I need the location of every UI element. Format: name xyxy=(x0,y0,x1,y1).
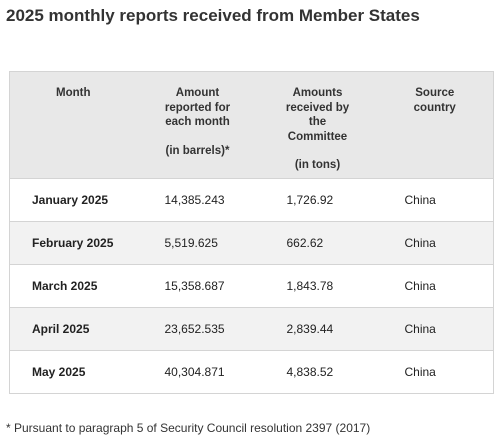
footnote: * Pursuant to paragraph 5 of Security Co… xyxy=(6,421,371,435)
month-cell: March 2025 xyxy=(9,264,137,308)
column-header-amount-line-2: reported for xyxy=(164,101,231,114)
table-row: February 2025 5,519.625 662.62 China xyxy=(9,221,494,265)
table-header-row: Month Amount reported for each month (in… xyxy=(9,71,494,179)
column-header-received-unit: (in tons) xyxy=(294,159,341,171)
column-header-received-line-2: received by xyxy=(285,101,350,114)
column-header-country-line-2: country xyxy=(413,101,456,114)
month-cell: January 2025 xyxy=(9,178,137,222)
source-country-cell: China xyxy=(376,307,494,351)
amount-received-cell: 1,843.78 xyxy=(258,264,377,308)
month-cell: April 2025 xyxy=(9,307,137,351)
amount-reported-cell: 15,358.687 xyxy=(136,264,259,308)
column-header-month: Month xyxy=(9,71,137,179)
column-header-amount-unit: (in barrels)* xyxy=(165,144,230,157)
amount-reported-cell: 40,304.871 xyxy=(136,350,259,394)
source-country-cell: China xyxy=(376,221,494,265)
column-header-country-line-1: Source xyxy=(415,87,455,99)
amount-received-cell: 4,838.52 xyxy=(258,350,377,394)
table-row: April 2025 23,652.535 2,839.44 China xyxy=(9,307,494,351)
monthly-reports-table: Month Amount reported for each month (in… xyxy=(9,71,494,394)
month-cell: February 2025 xyxy=(9,221,137,265)
source-country-cell: China xyxy=(376,178,494,222)
column-header-amount: Amount reported for each month (in barre… xyxy=(136,71,259,179)
amount-received-cell: 1,726.92 xyxy=(258,178,377,222)
page-title: 2025 monthly reports received from Membe… xyxy=(6,6,420,25)
table-row: May 2025 40,304.871 4,838.52 China xyxy=(9,350,494,394)
table-row: January 2025 14,385.243 1,726.92 China xyxy=(9,178,494,222)
source-country-cell: China xyxy=(376,350,494,394)
amount-received-cell: 2,839.44 xyxy=(258,307,377,351)
column-header-received-line-4: Committee xyxy=(287,130,348,143)
column-header-country: Source country xyxy=(376,71,494,179)
amount-reported-cell: 5,519.625 xyxy=(136,221,259,265)
column-header-received-line-3: the xyxy=(308,116,327,128)
column-header-month-label: Month xyxy=(56,87,91,99)
column-header-received: Amounts received by the Committee (in to… xyxy=(258,71,377,179)
source-country-cell: China xyxy=(376,264,494,308)
table-row: March 2025 15,358.687 1,843.78 China xyxy=(9,264,494,308)
month-cell: May 2025 xyxy=(9,350,137,394)
column-header-amount-line-3: each month xyxy=(165,116,230,128)
column-header-received-line-1: Amounts xyxy=(292,87,343,99)
amount-received-cell: 662.62 xyxy=(258,221,377,265)
column-header-amount-line-1: Amount xyxy=(175,87,220,99)
amount-reported-cell: 14,385.243 xyxy=(136,178,259,222)
amount-reported-cell: 23,652.535 xyxy=(136,307,259,351)
